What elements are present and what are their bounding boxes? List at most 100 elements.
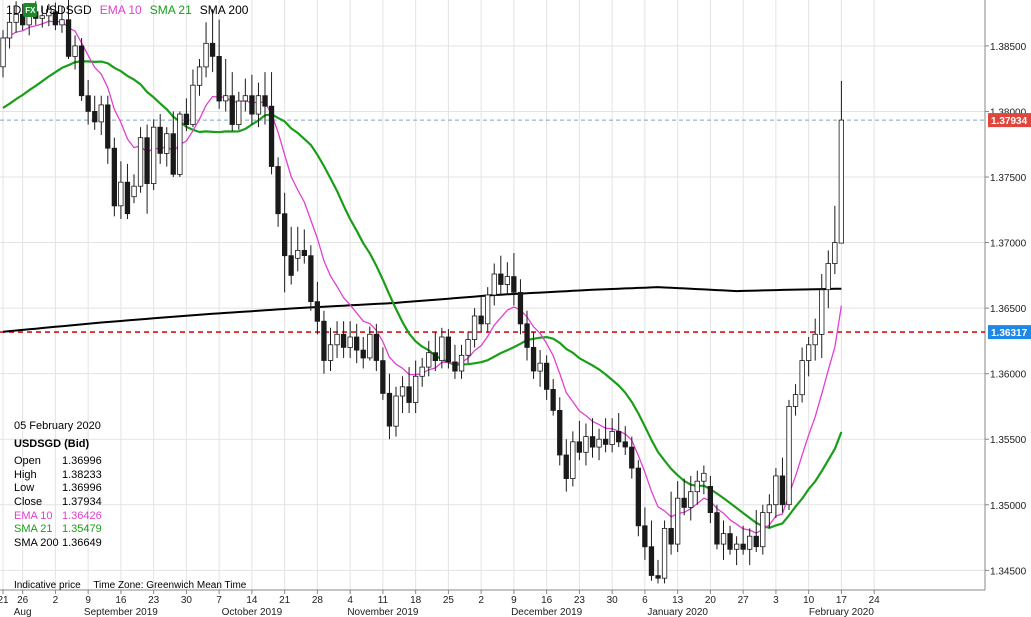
candle — [570, 431, 576, 487]
candle-body — [511, 276, 517, 293]
x-tick-label: 16 — [115, 595, 127, 606]
x-tick-label: 27 — [738, 595, 750, 606]
candle — [838, 80, 844, 244]
candle — [471, 308, 478, 348]
candle — [203, 22, 209, 78]
x-tick-label: 2 — [478, 595, 484, 606]
candle — [144, 124, 150, 214]
candle-body — [439, 336, 445, 362]
candle — [458, 344, 465, 379]
x-tick-label: 13 — [672, 595, 684, 606]
candle — [406, 367, 412, 413]
x-tick-label: 4 — [347, 595, 353, 606]
candle — [177, 111, 183, 177]
candle — [412, 360, 419, 413]
candle-body — [209, 42, 216, 57]
candle-body — [642, 525, 648, 548]
candle — [334, 321, 340, 358]
x-tick-label: 7 — [216, 595, 222, 606]
legend-ema10[interactable]: EMA 10 — [99, 3, 142, 17]
y-tick-label: 1.38000 — [990, 107, 1027, 118]
candle-body — [760, 512, 766, 548]
candle — [150, 119, 157, 191]
candle — [0, 30, 6, 78]
candle-body — [347, 336, 353, 348]
candle — [399, 376, 406, 413]
candle-body — [622, 441, 628, 448]
timeframe-label[interactable]: 1D — [6, 3, 22, 17]
symbol-label[interactable]: USDSGD — [40, 3, 92, 17]
candle — [92, 95, 98, 130]
candle — [419, 357, 425, 387]
candle-body — [19, 13, 26, 26]
candle — [59, 6, 65, 33]
legend-sma21[interactable]: SMA 21 — [149, 3, 192, 17]
candle-body — [124, 181, 131, 215]
candle — [216, 19, 222, 109]
candle — [229, 72, 235, 132]
candle — [563, 439, 569, 492]
candle-body — [340, 333, 347, 348]
candle — [6, 11, 13, 49]
candle — [530, 331, 537, 379]
candle — [642, 507, 648, 560]
candle-body — [288, 255, 294, 276]
info-high-label: High — [14, 468, 37, 481]
candle — [806, 336, 812, 377]
candle-body — [740, 543, 746, 550]
candle — [340, 321, 347, 358]
candle-body — [216, 56, 222, 102]
candle-body — [445, 336, 452, 363]
x-tick-label: 26 — [17, 595, 29, 606]
info-high-value: 1.38233 — [62, 468, 102, 481]
candle-body — [373, 333, 380, 361]
legend-sma200[interactable]: SMA 200 — [199, 3, 249, 17]
candle — [301, 229, 308, 264]
info-open-value: 1.36996 — [62, 455, 102, 468]
candle — [714, 504, 720, 550]
candle-body — [734, 543, 740, 550]
candle — [819, 274, 825, 358]
candle — [465, 331, 471, 364]
candles — [0, 0, 844, 584]
candle — [426, 340, 432, 377]
candle — [491, 263, 497, 306]
candle — [393, 386, 399, 437]
x-tick-label: 30 — [181, 595, 193, 606]
y-tick-label: 1.36000 — [990, 370, 1027, 381]
candle — [439, 327, 445, 369]
candle — [760, 504, 766, 555]
x-tick-label: 28 — [312, 595, 324, 606]
candle-body — [334, 333, 340, 346]
candle-body — [393, 395, 399, 427]
candle-body — [144, 137, 150, 184]
candle — [432, 331, 439, 372]
candle-body — [183, 113, 190, 125]
candle-body — [380, 360, 386, 394]
candle-body — [491, 273, 497, 296]
info-ema-value: 1.36426 — [62, 509, 102, 522]
y-tick-label: 1.38500 — [990, 42, 1027, 53]
candle-body — [747, 535, 753, 550]
candle-body — [478, 315, 484, 325]
candle-body — [321, 320, 327, 361]
candle — [707, 475, 713, 524]
x-tick-label: 6 — [642, 595, 648, 606]
candle — [327, 327, 334, 372]
candle — [727, 525, 733, 555]
candle-body — [825, 263, 831, 291]
candle — [170, 111, 176, 177]
candle — [648, 520, 655, 581]
candle-body — [105, 104, 111, 149]
candle-body — [753, 535, 759, 548]
candle — [734, 536, 740, 566]
x-month-label: January 2020 — [647, 607, 708, 617]
candle — [98, 95, 104, 136]
x-tick-label: 17 — [836, 595, 848, 606]
candle — [255, 82, 262, 128]
candle-body — [583, 436, 589, 453]
candle-body — [629, 446, 635, 469]
candle — [131, 174, 137, 204]
candle — [779, 457, 786, 513]
